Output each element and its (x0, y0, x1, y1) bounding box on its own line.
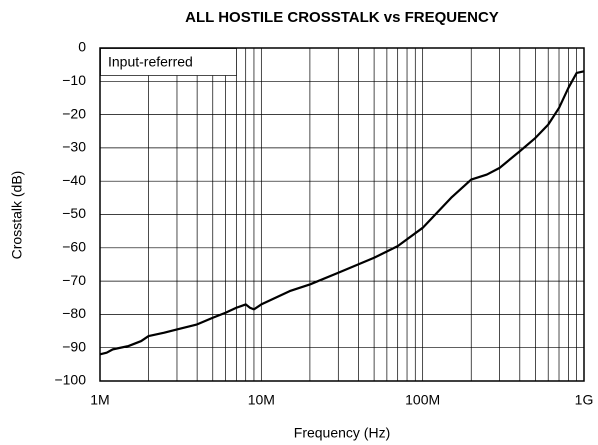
y-tick-label: −90 (62, 338, 86, 354)
y-tick-label: −50 (62, 205, 86, 221)
y-tick-label: −60 (62, 239, 86, 255)
x-tick-label: 1G (575, 392, 594, 408)
plot-frame (99, 47, 585, 382)
chart-title: ALL HOSTILE CROSSTALK vs FREQUENCY (185, 9, 499, 26)
x-tick-label: 100M (405, 392, 440, 408)
data-line (99, 70, 585, 356)
y-tick-label: −100 (54, 372, 86, 388)
x-tick-label: 10M (248, 392, 275, 408)
y-axis-label: Crosstalk (dB) (9, 171, 25, 260)
annotation: Input-referred (108, 54, 193, 70)
y-tick-label: −70 (62, 272, 86, 288)
x-tick-label: 1M (90, 392, 109, 408)
y-tick-label: −30 (62, 139, 86, 155)
y-tick-label: −40 (62, 172, 86, 188)
annotation-box (100, 48, 237, 76)
y-tick-label: 0 (78, 39, 86, 55)
y-tick-label: −80 (62, 305, 86, 321)
y-tick-label: −20 (62, 105, 86, 121)
x-axis-label: Frequency (Hz) (294, 425, 390, 441)
y-tick-label: −10 (62, 72, 86, 88)
